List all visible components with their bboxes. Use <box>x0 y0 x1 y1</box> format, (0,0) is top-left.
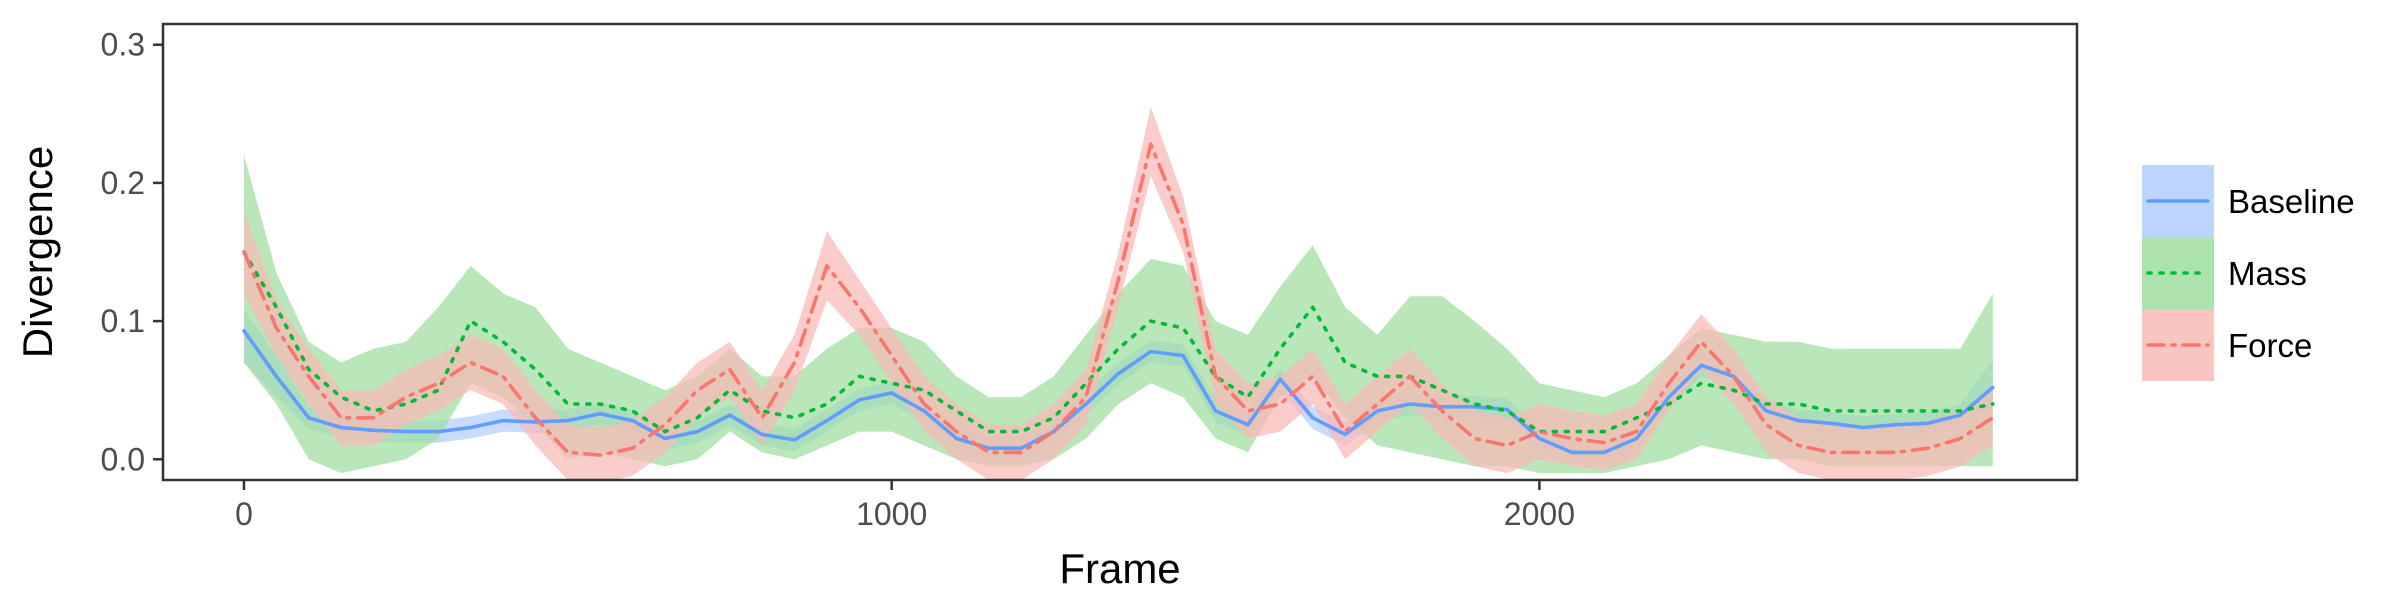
legend: Baseline Mass Force <box>2142 165 2355 381</box>
y-tick-label: 0.1 <box>101 303 145 339</box>
series-lines <box>242 142 1995 457</box>
mass-series-line <box>242 250 1995 434</box>
x-tick-label: 1000 <box>856 496 927 532</box>
force-confidence-band <box>244 106 1993 480</box>
baseline-legend-label: Baseline <box>2228 183 2355 220</box>
x-tick-label: 2000 <box>1504 496 1575 532</box>
x-tick-label: 0 <box>235 496 253 532</box>
y-axis-ticks: 0.0 0.1 0.2 0.3 <box>101 27 163 477</box>
force-series-line <box>242 142 1995 457</box>
force-legend-label: Force <box>2228 327 2312 364</box>
y-tick-label: 0.0 <box>101 441 145 477</box>
plot-panel-border <box>161 22 2079 482</box>
baseline-series-line <box>242 328 1995 455</box>
x-axis-ticks: 0 1000 2000 <box>235 480 1575 532</box>
mass-legend-label: Mass <box>2228 255 2307 292</box>
y-tick-label: 0.2 <box>101 165 145 201</box>
mass-legend-key <box>2142 237 2214 309</box>
x-axis-title: Frame <box>1059 545 1180 592</box>
confidence-bands <box>244 106 1993 480</box>
y-axis-title: Divergence <box>14 146 61 358</box>
y-tick-label: 0.3 <box>101 27 145 63</box>
